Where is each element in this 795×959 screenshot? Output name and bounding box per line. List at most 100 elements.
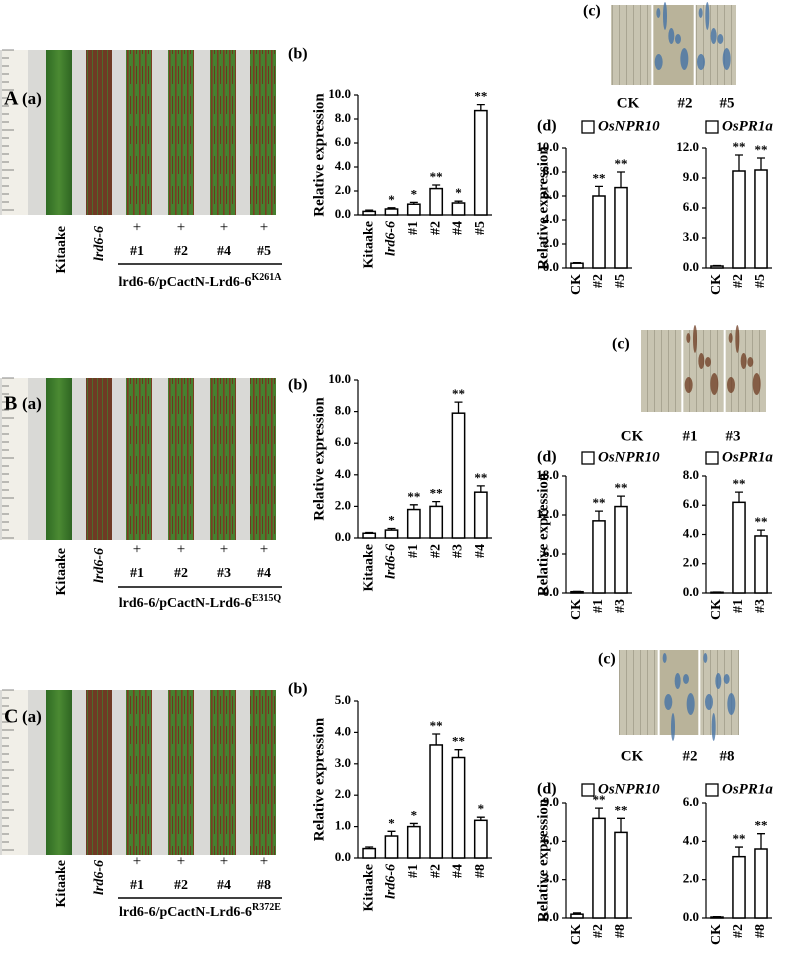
legend-swatch [581,451,595,465]
genotype-label: Kitaake [54,548,69,595]
y-tick-label: 9.0 [543,794,559,809]
stain-spot [728,333,733,343]
significance-label: * [411,807,418,822]
y-tick-label: 6.0 [683,794,699,809]
construct-label: lrd6-6/pCactN-Lrd6-6K261A [119,272,283,290]
line-label: #1 [130,878,144,893]
significance-label: ** [615,802,628,817]
stain-spot [656,8,661,18]
leaf [86,50,112,215]
bar [614,505,628,594]
legend-label: OsPR1a [722,781,773,797]
leaf [126,378,152,540]
bar [732,501,746,594]
stain-spot [664,694,673,710]
line-label: #2 [174,566,188,581]
error-bar [454,401,463,414]
significance-label: * [411,186,418,201]
row-letter: C [4,706,18,728]
genotype-label: lrd6-6 [92,226,107,261]
stain-spot [675,34,681,44]
stain-spot [710,28,717,44]
stain-label: #2 [678,95,693,111]
error-bar [409,822,418,827]
significance-label: * [388,815,395,830]
bar [429,187,444,216]
panel-label: (a) [22,707,42,726]
stain-label: #3 [726,428,741,444]
bar [570,262,584,269]
error-bar [432,184,441,189]
bar [362,532,377,539]
construct-name: lrd6-6/pCactN-Lrd6-6 [119,905,252,920]
bar [362,210,377,216]
error-bar [713,264,721,267]
y-tick-label: 8.0 [683,467,699,482]
plus-mark: + [260,219,268,235]
error-bar [595,185,603,196]
stain-spot [668,28,675,44]
leaf [86,690,112,855]
panel-label: (b) [288,46,308,63]
leaf [210,378,236,540]
x-tick-label: #5 [473,221,488,235]
bar [592,817,606,919]
error-bar [387,830,396,837]
y-tick-label: 0.0 [543,259,559,274]
legend-label: OsPR1a [722,449,773,465]
genotype-label: Kitaake [54,860,69,907]
x-tick-label: #4 [473,544,488,558]
legend-swatch [581,120,595,134]
error-bar [617,495,625,507]
leaf [210,690,236,855]
y-tick-label: 6.0 [683,496,699,511]
bar [384,208,399,216]
x-tick-label: #2 [731,274,746,288]
x-tick-label: CK [569,599,584,620]
plus-mark: + [220,541,228,557]
plus-mark: + [220,853,228,869]
y-tick-label: 9.0 [683,169,699,184]
y-tick-label: 4.0 [683,832,699,847]
x-tick-label: lrd6-6 [384,544,399,579]
significance-label: * [388,192,395,207]
significance-label: ** [430,718,443,733]
bar [406,508,421,539]
error-bar [365,846,374,849]
panel-label: (a) [22,394,42,413]
error-bar [409,201,418,205]
stain-leaf [683,330,724,412]
leaf [168,50,194,215]
row-letter: B [4,393,17,415]
y-tick-label: 0.0 [335,849,351,864]
y-tick-label: 6.0 [335,434,351,449]
x-tick-label: #4 [451,221,466,235]
x-tick-label: Kitaake [361,864,376,911]
x-tick-label: #1 [406,544,421,558]
significance-label: ** [733,476,746,491]
construct-mutation: R372E [252,902,281,913]
panel-label: (b) [288,377,308,394]
stain-spot [752,373,761,395]
y-tick-label: 6.0 [335,134,351,149]
panel-label: (c) [598,651,616,668]
stain-spot [683,674,689,684]
stain-spot [698,353,705,369]
stain-spot [680,48,689,70]
error-bar [432,501,441,507]
line-label: #8 [257,878,271,893]
y-axis-label: Relative expression [535,798,551,922]
stain-label: CK [621,748,644,764]
panel-label: (d) [537,781,557,798]
stain-spot [747,357,754,367]
stain-spot [698,8,703,18]
y-tick-label: 4.0 [335,466,351,481]
line-label: #4 [217,878,231,893]
line-label: #2 [174,244,188,259]
bar [592,195,606,269]
genotype-label: Kitaake [54,226,69,273]
plus-mark: + [260,853,268,869]
construct-mutation: E315Q [252,593,282,604]
significance-label: ** [755,142,768,157]
